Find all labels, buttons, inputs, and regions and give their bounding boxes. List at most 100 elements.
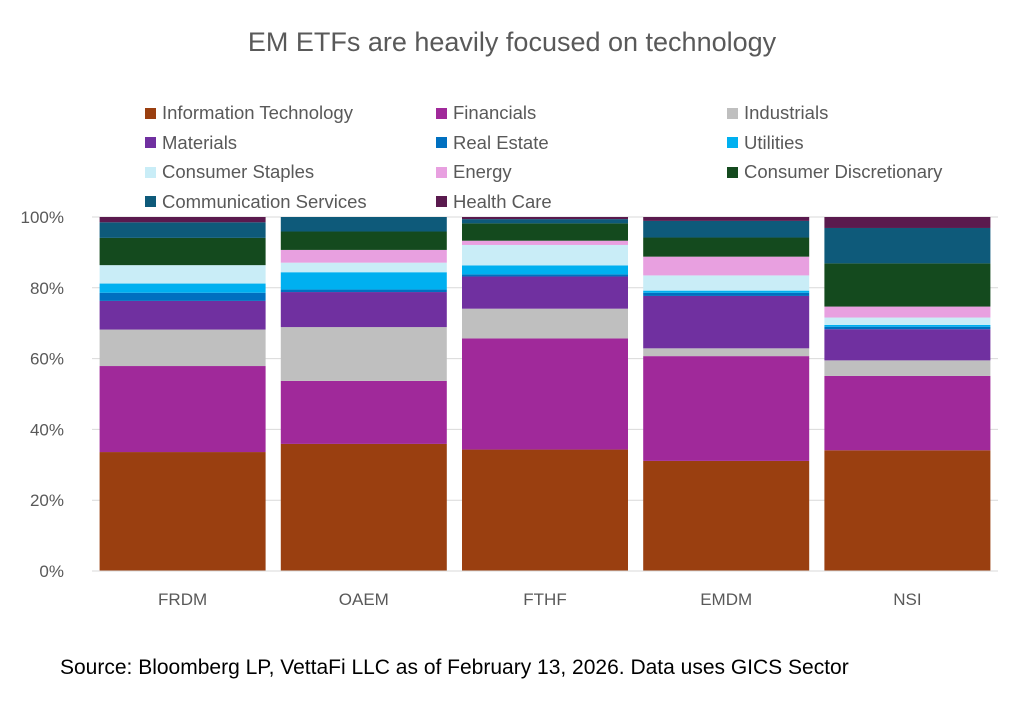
bar-segment-fthf-utilities: [462, 265, 628, 275]
legend-swatch: [145, 196, 156, 207]
y-tick-label: 40%: [30, 420, 64, 439]
bar-segment-frdm-consumer-staples: [99, 265, 266, 284]
bar-segment-oaem-real-estate: [280, 289, 447, 293]
legend-label: Financials: [453, 102, 537, 123]
legend-label: Energy: [453, 161, 512, 182]
legend-item-information-technology: Information Technology: [145, 101, 353, 125]
bar-segment-fthf-communication-services: [462, 219, 628, 224]
bar-segment-emdm-financials: [643, 356, 810, 461]
bar-segment-frdm-industrials: [99, 329, 266, 367]
bar-segment-oaem-industrials: [280, 327, 447, 381]
bar-segment-nsi-real-estate: [824, 326, 991, 330]
y-tick-label: 80%: [30, 279, 64, 298]
legend-swatch: [145, 166, 156, 178]
chart-legend: Information Technology Financials Industri…: [145, 101, 1005, 221]
legend-swatch: [727, 107, 738, 119]
bar-segment-frdm-information-technology: [99, 452, 266, 571]
bar-segment-frdm-consumer-discretionary: [99, 237, 266, 266]
stacked-bar-chart: 0% 20% 40% 60% 80% 100% FRDM OAEM FTHF EMDM NSI: [21, 208, 998, 609]
legend-label: Consumer Discretionary: [744, 161, 943, 182]
x-tick-label-nsi: NSI: [893, 590, 921, 609]
legend-swatch: [727, 166, 738, 178]
bar-segment-oaem-information-technology: [280, 443, 447, 571]
legend-swatch: [436, 196, 447, 207]
legend-swatch: [145, 107, 156, 119]
legend-item-financials: Financials: [436, 101, 536, 125]
bar-segment-fthf-industrials: [462, 308, 628, 339]
bar-segment-nsi-health-care: [824, 217, 991, 228]
legend-label: Communication Services: [162, 190, 367, 212]
bar-segment-nsi-materials: [824, 329, 991, 361]
bar-segment-fthf-consumer-staples: [462, 244, 628, 266]
y-tick-label: 0%: [39, 562, 64, 581]
bar-segment-nsi-communication-services: [824, 227, 991, 264]
bar-segment-frdm-communication-services: [99, 222, 266, 238]
bar-segment-emdm-health-care: [643, 217, 810, 221]
bar-segment-nsi-industrials: [824, 360, 991, 376]
legend-label: Materials: [162, 131, 238, 153]
bar-segment-frdm-materials: [99, 300, 266, 330]
bar-segment-oaem-materials: [280, 292, 447, 328]
bar-segment-nsi-utilities: [824, 324, 991, 327]
x-tick-label-emdm: EMDM: [700, 590, 752, 609]
bar-segment-nsi-consumer-staples: [824, 317, 991, 325]
bar-segment-oaem-utilities: [280, 272, 447, 290]
bar-segment-oaem-energy: [280, 249, 447, 263]
bar-segment-fthf-financials: [462, 338, 628, 450]
bar-segment-frdm-real-estate: [99, 292, 266, 301]
legend-swatch: [145, 137, 156, 148]
legend-item-materials: Materials: [145, 131, 237, 155]
legend-label: Real Estate: [453, 131, 549, 153]
legend-item-consumer-discretionary: Consumer Discretionary: [727, 160, 942, 184]
bar-segment-emdm-energy: [643, 256, 810, 276]
bar-segment-frdm-health-care: [99, 217, 266, 223]
y-tick-label: 60%: [30, 350, 64, 369]
legend-item-industrials: Industrials: [727, 101, 828, 125]
bar-segment-oaem-financials: [280, 380, 447, 444]
bar-segment-frdm-financials: [99, 366, 266, 453]
source-note: Source: Bloomberg LP, VettaFi LLC as of …: [60, 656, 849, 679]
bar-segment-fthf-consumer-discretionary: [462, 223, 628, 241]
x-tick-label-frdm: FRDM: [158, 590, 207, 609]
bar-segment-fthf-health-care: [462, 217, 628, 220]
legend-label: Information Technology: [162, 102, 353, 123]
bar-segment-emdm-consumer-staples: [643, 275, 810, 291]
legend-label: Consumer Staples: [162, 161, 315, 182]
bar-segment-emdm-materials: [643, 295, 810, 349]
bar-segment-oaem-consumer-discretionary: [280, 231, 447, 250]
bar-segment-frdm-utilities: [99, 283, 266, 293]
bar-segment-fthf-energy: [462, 240, 628, 245]
bar-segment-emdm-utilities: [643, 290, 810, 293]
bar-segment-nsi-information-technology: [824, 450, 991, 571]
bar-segment-emdm-industrials: [643, 348, 810, 357]
bar-segment-emdm-communication-services: [643, 220, 810, 238]
legend-swatch: [436, 107, 447, 119]
x-tick-label-fthf: FTHF: [523, 590, 566, 609]
legend-item-energy: Energy: [436, 160, 512, 184]
legend-swatch: [727, 137, 738, 148]
bar-segment-oaem-communication-services: [280, 217, 447, 232]
y-tick-label: 100%: [21, 208, 64, 227]
bar-segment-fthf-materials: [462, 276, 628, 309]
legend-label: Utilities: [744, 131, 804, 153]
bar-segment-nsi-financials: [824, 375, 991, 451]
legend-label: Industrials: [744, 102, 829, 123]
bar-segment-oaem-consumer-staples: [280, 262, 447, 273]
legend-item-consumer-staples: Consumer Staples: [145, 160, 314, 184]
legend-item-communication-services: Communication Services: [145, 190, 367, 214]
bar-segment-fthf-real-estate: [462, 274, 628, 277]
bar-segment-nsi-consumer-discretionary: [824, 263, 991, 307]
legend-item-utilities: Utilities: [727, 131, 804, 155]
legend-swatch: [436, 137, 447, 148]
bar-segment-emdm-information-technology: [643, 460, 810, 571]
bar-segment-nsi-energy: [824, 306, 991, 318]
bar-segment-fthf-information-technology: [462, 449, 628, 571]
legend-swatch: [436, 166, 447, 178]
legend-item-real-estate: Real Estate: [436, 131, 549, 155]
legend-item-health-care: Health Care: [436, 190, 552, 214]
legend-label: Health Care: [453, 190, 552, 212]
y-tick-label: 20%: [30, 491, 64, 510]
x-tick-label-oaem: OAEM: [339, 590, 389, 609]
bar-segment-emdm-consumer-discretionary: [643, 237, 810, 257]
chart-title: EM ETFs are heavily focused on technolog…: [247, 27, 777, 57]
